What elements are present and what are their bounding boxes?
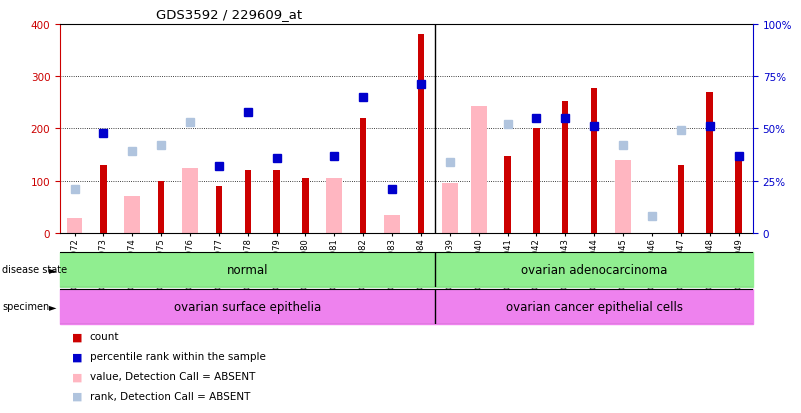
Bar [418,35,424,233]
Bar [562,102,569,233]
Text: ■: ■ [72,351,83,361]
Bar [678,166,684,233]
Text: ovarian surface epithelia: ovarian surface epithelia [174,300,321,313]
Bar [442,184,457,233]
Bar [244,171,251,233]
Text: GDS3592 / 229609_at: GDS3592 / 229609_at [156,8,302,21]
Text: ■: ■ [72,332,83,342]
Text: specimen: specimen [2,301,50,312]
Bar [436,289,753,324]
Bar [591,88,598,233]
Bar [273,171,280,233]
Bar [384,215,400,233]
Bar [436,252,753,287]
Text: normal: normal [227,263,268,276]
Bar [302,178,308,233]
Text: ►: ► [49,301,56,312]
Text: disease state: disease state [2,264,67,275]
Bar [360,119,366,233]
Text: percentile rank within the sample: percentile rank within the sample [90,351,266,361]
Bar [124,197,140,233]
Text: ►: ► [49,264,56,275]
Bar [326,178,342,233]
Bar [158,181,164,233]
Bar [533,129,540,233]
Text: value, Detection Call = ABSENT: value, Detection Call = ABSENT [90,371,255,381]
Bar [615,160,631,233]
Text: ■: ■ [72,391,83,401]
Bar [505,156,511,233]
Bar [182,168,198,233]
Text: count: count [90,332,119,342]
Bar [471,107,487,233]
Bar [735,156,742,233]
Text: rank, Detection Call = ABSENT: rank, Detection Call = ABSENT [90,391,250,401]
Bar [100,166,107,233]
Bar [66,219,83,233]
Text: ovarian adenocarcinoma: ovarian adenocarcinoma [521,263,667,276]
Text: ovarian cancer epithelial cells: ovarian cancer epithelial cells [505,300,682,313]
Bar [706,93,713,233]
Bar [215,186,222,233]
Text: ■: ■ [72,371,83,381]
Bar [60,252,436,287]
Bar [60,289,436,324]
